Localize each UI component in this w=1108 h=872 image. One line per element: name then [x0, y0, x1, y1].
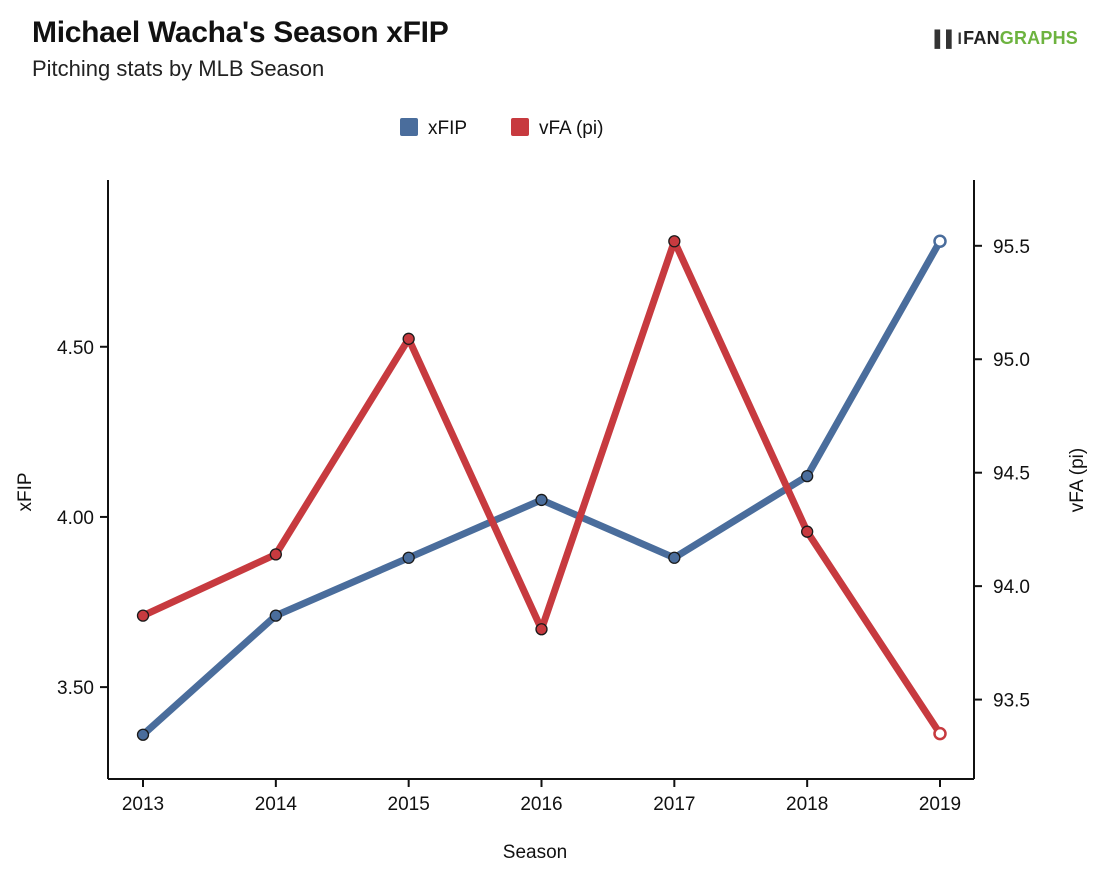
x-tick-label-2019: 2019 [919, 794, 961, 815]
y-right-tick-label-4: 95.5 [993, 237, 1030, 258]
y-right-tick-label-3: 95.0 [993, 350, 1030, 371]
fangraphs-logo-graphs: GRAPHS [999, 28, 1078, 48]
point-vfa-2018 [801, 525, 814, 538]
y-left-tick-label-1: 4.00 [57, 508, 94, 529]
point-vfa-2013 [136, 609, 150, 622]
x-tick-label-2015: 2015 [388, 794, 430, 815]
x-tick-label-2018: 2018 [786, 794, 828, 815]
point-xfip-2015 [402, 551, 415, 564]
fangraphs-logo-fan: FAN [963, 28, 1000, 48]
x-tick-label-2013: 2013 [122, 794, 164, 815]
point-vfa-2016 [535, 623, 548, 636]
point-xfip-2013 [136, 728, 150, 741]
legend-label-xfip: xFIP [428, 118, 467, 139]
fangraphs-logo[interactable]: ▌▌lFANGRAPHS [934, 28, 1078, 49]
y-left-tick-label-0: 3.50 [57, 678, 94, 699]
y-axis-right-title: vFA (pi) [1067, 448, 1088, 512]
legend-swatch-xfip [400, 118, 418, 136]
point-vfa-2014 [269, 548, 282, 561]
legend-swatch-vfa [511, 118, 529, 136]
chart-subtitle: Pitching stats by MLB Season [32, 56, 325, 81]
point-xfip-2016 [535, 493, 548, 507]
y-axis-left-title: xFIP [15, 472, 36, 511]
legend-label-vfa: vFA (pi) [539, 118, 603, 139]
x-tick-label-2017: 2017 [653, 794, 695, 815]
axes: 2013 2014 2015 2016 2017 2018 2019 3.50 4.00 4.50… [57, 180, 1030, 815]
point-vfa-2015 [402, 332, 415, 345]
point-xfip-2017 [668, 551, 681, 564]
x-tick-label-2014: 2014 [255, 794, 298, 815]
chart-title: Michael Wacha's Season xFIP [32, 16, 449, 49]
x-axis-title: Season [503, 842, 567, 863]
y-right-tick-label-2: 94.5 [993, 464, 1030, 485]
y-right-tick-label-0: 93.5 [993, 691, 1030, 712]
legend: xFIP vFA (pi) [400, 118, 603, 139]
point-xfip-2014 [269, 609, 282, 622]
point-vfa-2017 [668, 235, 681, 248]
y-left-tick-label-2: 4.50 [57, 338, 94, 359]
y-right-tick-label-1: 94.0 [993, 577, 1030, 598]
point-vfa-2019 [933, 726, 947, 741]
x-tick-label-2016: 2016 [520, 794, 562, 815]
series-layer [136, 234, 947, 741]
series-line-vfa [139, 237, 944, 738]
point-xfip-2018 [801, 469, 814, 483]
point-xfip-2019 [933, 234, 947, 249]
series-line-xfip [139, 237, 944, 739]
fangraphs-logo-mark: ▌▌l [934, 31, 963, 48]
